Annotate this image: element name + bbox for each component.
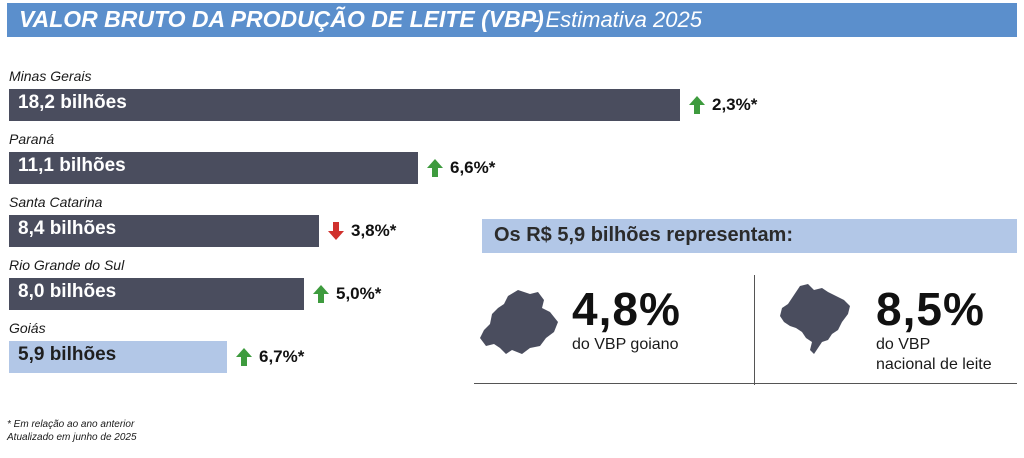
- bar-parana: 11,1 bilhões: [9, 152, 418, 184]
- arrow-up-icon: [313, 285, 329, 303]
- bar-value-parana: 11,1 bilhões: [18, 155, 126, 176]
- stat-goias-value: 4,8%: [572, 283, 681, 335]
- change-minas-gerais: 2,3%*: [688, 93, 757, 117]
- change-percent-santa-catarina: 3,8%*: [351, 221, 397, 240]
- bar-value-santa-catarina: 8,4 bilhões: [18, 218, 117, 239]
- representation-bottom-line: [474, 383, 1017, 384]
- change-rio-grande-do-sul: 5,0%*: [312, 282, 381, 306]
- change-parana: 6,6%*: [426, 156, 495, 180]
- footnote-updated: Atualizado em junho de 2025: [7, 432, 137, 443]
- bar-value-rio-grande-do-sul: 8,0 bilhões: [18, 281, 117, 302]
- change-percent-parana: 6,6%*: [450, 158, 496, 177]
- arrow-down-icon: [328, 222, 344, 240]
- change-santa-catarina: 3,8%*: [327, 219, 396, 243]
- state-label-minas-gerais: Minas Gerais: [9, 68, 92, 84]
- bar-value-goias: 5,9 bilhões: [18, 344, 117, 365]
- state-label-goias: Goiás: [9, 320, 46, 336]
- page-title: VALOR BRUTO DA PRODUÇÃO DE LEITE (VBP): [19, 6, 544, 32]
- bar-goias: 5,9 bilhões: [9, 341, 227, 373]
- change-percent-minas-gerais: 2,3%*: [712, 95, 758, 114]
- state-label-santa-catarina: Santa Catarina: [9, 194, 103, 210]
- stat-brazil-label-line2: nacional de leite: [876, 356, 992, 373]
- state-label-parana: Paraná: [9, 131, 55, 147]
- footnote-asterisk: * Em relação ao ano anterior: [7, 419, 135, 430]
- title-bar: VALOR BRUTO DA PRODUÇÃO DE LEITE (VBP) -…: [7, 3, 1017, 37]
- bar-santa-catarina: 8,4 bilhões: [9, 215, 319, 247]
- change-goias: 6,7%*: [235, 345, 304, 369]
- stat-brazil-label-line1: do VBP: [876, 336, 931, 353]
- stat-goias-label: do VBP goiano: [572, 336, 679, 353]
- stat-brazil-value: 8,5%: [876, 283, 985, 335]
- representation-divider: [754, 275, 755, 385]
- arrow-up-icon: [689, 96, 705, 114]
- state-label-rio-grande-do-sul: Rio Grande do Sul: [9, 257, 125, 273]
- brazil-map-icon: [780, 284, 850, 354]
- arrow-up-icon: [427, 159, 443, 177]
- page-subtitle: - Estimativa 2025: [532, 7, 702, 32]
- change-percent-goias: 6,7%*: [259, 347, 305, 366]
- change-percent-rio-grande-do-sul: 5,0%*: [336, 284, 382, 303]
- goias-map-icon: [480, 290, 558, 354]
- bar-minas-gerais: 18,2 bilhões: [9, 89, 680, 121]
- arrow-up-icon: [236, 348, 252, 366]
- representation-heading: Os R$ 5,9 bilhões representam:: [494, 224, 794, 246]
- bar-rio-grande-do-sul: 8,0 bilhões: [9, 278, 304, 310]
- representation-header: Os R$ 5,9 bilhões representam:: [482, 219, 1017, 253]
- bar-value-minas-gerais: 18,2 bilhões: [18, 92, 127, 113]
